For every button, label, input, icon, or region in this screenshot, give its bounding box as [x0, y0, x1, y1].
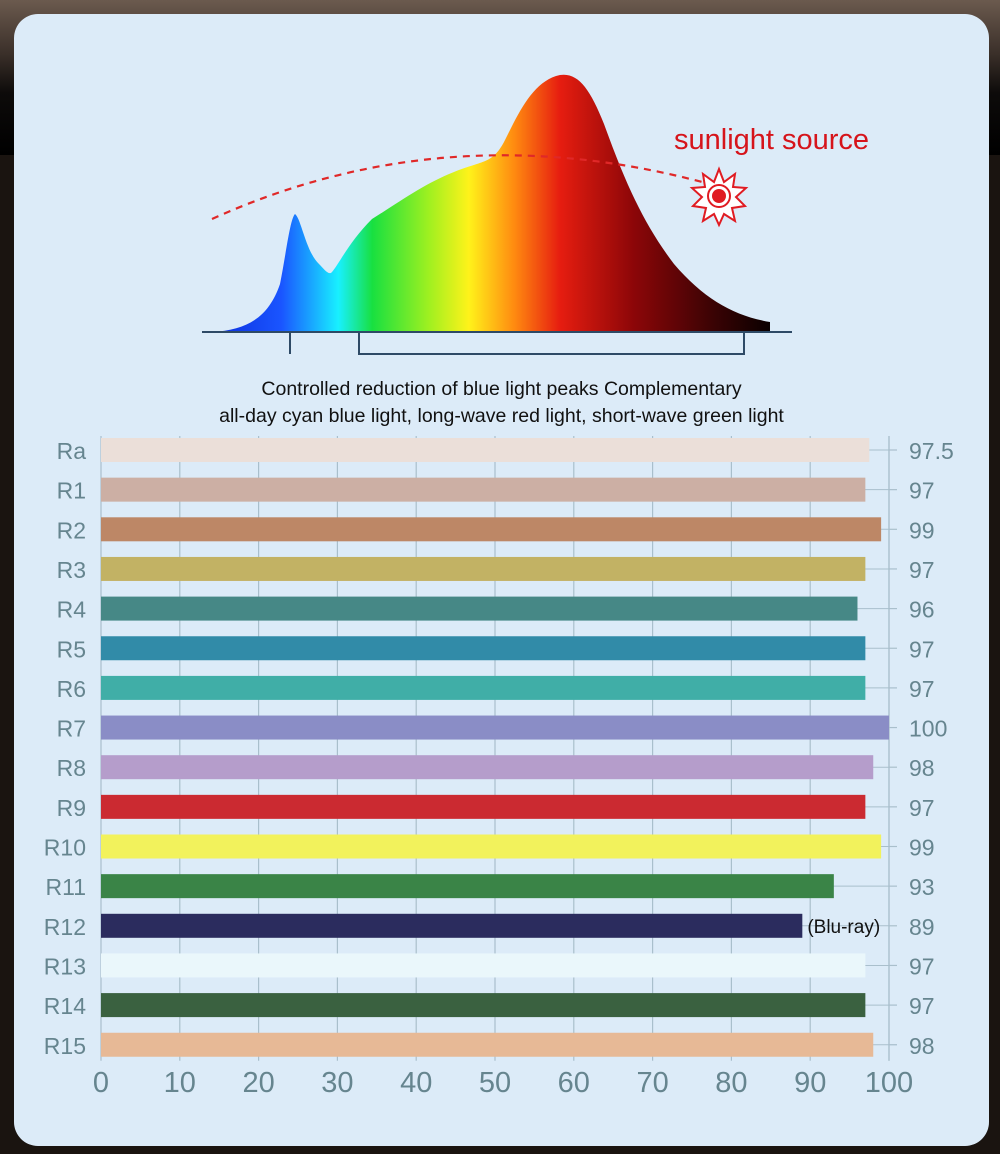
category-label: R7: [57, 716, 86, 742]
category-label: R5: [57, 636, 86, 662]
x-tick-label: 90: [794, 1067, 826, 1099]
sunlight-source-label: sunlight source: [674, 124, 870, 156]
bar-r14: [101, 993, 866, 1018]
bar-r12: [101, 913, 803, 938]
value-label: 97: [909, 557, 935, 583]
category-label: R15: [44, 1033, 86, 1059]
bar-r13: [101, 953, 866, 978]
category-label: R4: [57, 597, 87, 623]
category-label: R11: [46, 874, 87, 900]
bar-r2: [101, 517, 882, 542]
x-tick-label: 100: [865, 1067, 913, 1099]
caption-line-2: all-day cyan blue light, long-wave red l…: [219, 405, 784, 427]
value-label: 97: [909, 478, 935, 504]
bar-r10: [101, 834, 882, 859]
value-label: 97: [909, 676, 935, 702]
x-tick-label: 20: [242, 1067, 274, 1099]
value-label: 97: [909, 993, 935, 1019]
value-label: 97.5: [909, 438, 954, 464]
spectrum-caption: Controlled reduction of blue light peaks…: [14, 376, 989, 430]
caption-line-1: Controlled reduction of blue light peaks…: [261, 378, 742, 400]
category-label: R14: [44, 993, 86, 1019]
value-label: 97: [909, 953, 935, 979]
x-tick-label: 10: [164, 1067, 196, 1099]
category-label: R9: [57, 795, 86, 821]
bar-r8: [101, 755, 874, 780]
bar-r6: [101, 675, 866, 700]
sunlight-arc: [211, 154, 703, 221]
x-tick-label: 60: [558, 1067, 590, 1099]
value-label: 93: [909, 874, 935, 900]
category-label: R13: [44, 953, 86, 979]
category-label: R12: [44, 914, 86, 940]
spectrum-graphic: [202, 74, 792, 355]
bar-r7: [101, 715, 889, 740]
category-label: R2: [57, 517, 86, 543]
value-label: 96: [909, 597, 935, 623]
value-label: 97: [909, 636, 935, 662]
category-label: R1: [57, 478, 86, 504]
sun-icon: [689, 166, 749, 228]
x-tick-label: 80: [715, 1067, 747, 1099]
category-label: R3: [57, 557, 86, 583]
category-label: R8: [57, 755, 86, 781]
x-tick-label: 0: [93, 1067, 109, 1099]
x-tick-label: 40: [400, 1067, 432, 1099]
bar-r3: [101, 556, 866, 581]
value-label: 89: [909, 914, 935, 940]
bar-r11: [101, 874, 834, 899]
x-tick-label: 50: [479, 1067, 511, 1099]
value-label: 99: [909, 517, 935, 543]
value-label: 98: [909, 1033, 935, 1059]
x-tick-label: 70: [636, 1067, 668, 1099]
value-label: 97: [909, 795, 935, 821]
category-label: R6: [57, 676, 86, 702]
bar-r1: [101, 477, 866, 502]
value-label: 98: [909, 755, 935, 781]
value-label: 99: [909, 835, 935, 861]
spectrum-curve: [212, 74, 770, 332]
bar-r5: [101, 636, 866, 661]
bar-r4: [101, 596, 858, 621]
bar-r9: [101, 794, 866, 819]
info-panel: sunlight source Controlled reduction of …: [14, 14, 989, 1146]
value-label: 100: [909, 716, 947, 742]
category-label: R10: [44, 835, 86, 861]
x-tick-label: 30: [321, 1067, 353, 1099]
bar-annotation: (Blu-ray): [807, 917, 880, 938]
bar-ra: [101, 438, 870, 462]
category-label: Ra: [57, 438, 87, 464]
complement-bracket: [358, 332, 745, 355]
bar-r15: [101, 1032, 874, 1057]
